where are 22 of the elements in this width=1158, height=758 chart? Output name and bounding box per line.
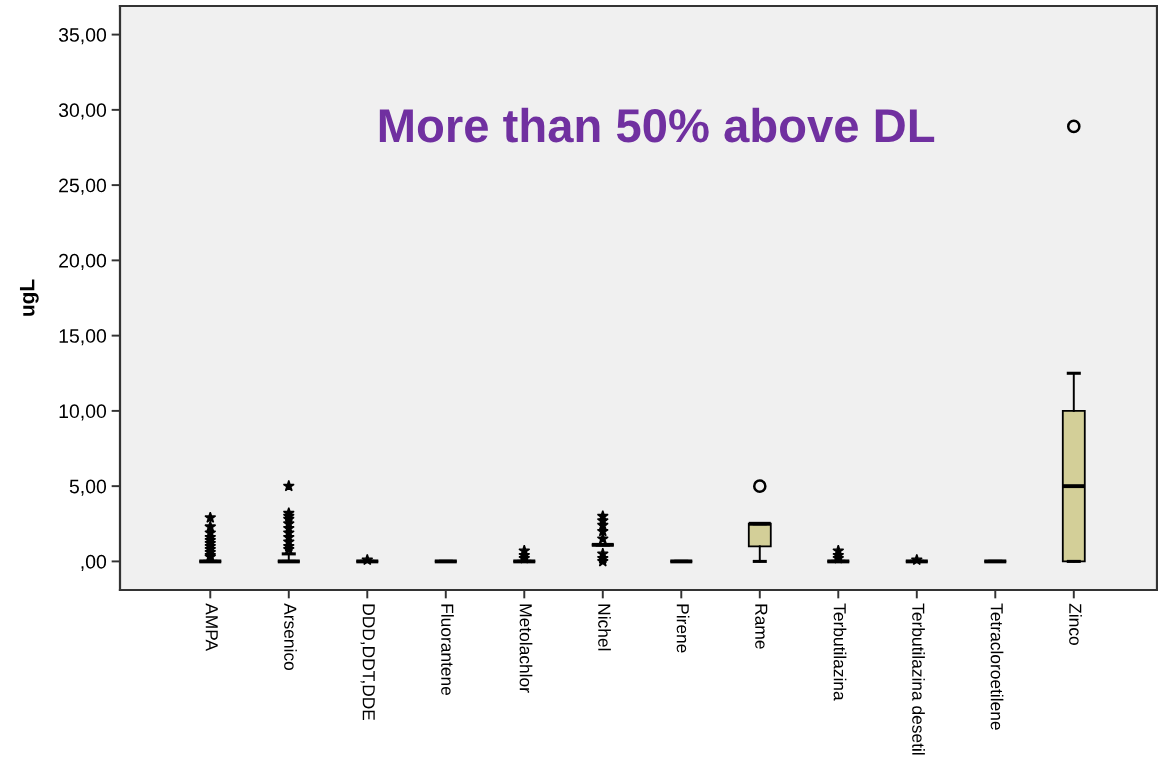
- x-tick-label: Tetracloroetilene: [990, 603, 1004, 730]
- y-axis-title: ugL: [19, 279, 39, 316]
- y-tick-label: ,00: [81, 554, 107, 571]
- x-tick-label: Pirene: [676, 604, 690, 653]
- x-tick-label: Zinco: [1069, 603, 1082, 645]
- y-tick-label: 20,00: [59, 253, 107, 270]
- y-tick-label: 15,00: [59, 329, 107, 346]
- y-tick-label: 35,00: [58, 28, 107, 45]
- y-tick-label: 25,00: [59, 178, 107, 195]
- x-tick-label: DDD,DDT,DDE: [360, 604, 375, 721]
- x-tick-label: Rame: [755, 604, 768, 649]
- x-tick-label: Terbutilazina desetil: [912, 603, 925, 755]
- y-tick-label: 10,00: [59, 404, 107, 421]
- x-tick-label: Metolachlor: [519, 604, 533, 693]
- x-tick-label: Terbutilazina: [833, 603, 847, 701]
- y-tick-label: 5,00: [69, 479, 107, 496]
- x-tick-label: Nichel: [598, 604, 611, 651]
- x-tick-label: AMPA: [205, 603, 218, 652]
- y-tick-label: 30,00: [58, 103, 107, 120]
- x-tick-label: Arsenico: [284, 603, 297, 671]
- x-tick-label: Fluorantene: [441, 604, 454, 696]
- annotation: More than 50% above DL: [379, 107, 935, 143]
